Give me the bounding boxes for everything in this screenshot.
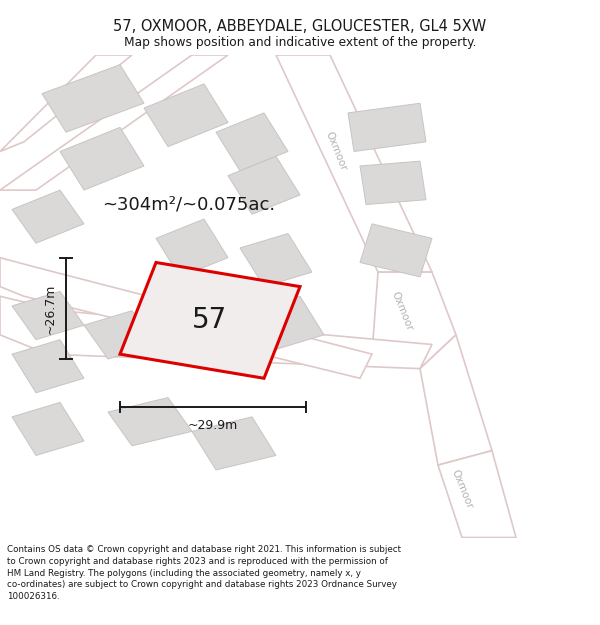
Polygon shape	[438, 451, 516, 538]
Polygon shape	[42, 64, 144, 132]
Polygon shape	[372, 272, 456, 369]
Text: 57, OXMOOR, ABBEYDALE, GLOUCESTER, GL4 5XW: 57, OXMOOR, ABBEYDALE, GLOUCESTER, GL4 5…	[113, 19, 487, 34]
Polygon shape	[168, 277, 240, 335]
Text: Oxmoor: Oxmoor	[389, 289, 415, 332]
Polygon shape	[360, 224, 432, 277]
Polygon shape	[12, 339, 84, 392]
Polygon shape	[156, 219, 228, 277]
Polygon shape	[108, 398, 192, 446]
Polygon shape	[192, 417, 276, 470]
Polygon shape	[0, 296, 432, 369]
Polygon shape	[60, 127, 144, 190]
Text: ~29.9m: ~29.9m	[188, 419, 238, 432]
Polygon shape	[0, 55, 132, 151]
Polygon shape	[360, 161, 426, 204]
Text: ~26.7m: ~26.7m	[44, 283, 57, 334]
Text: Contains OS data © Crown copyright and database right 2021. This information is : Contains OS data © Crown copyright and d…	[7, 545, 401, 601]
Polygon shape	[228, 156, 300, 214]
Polygon shape	[0, 55, 228, 190]
Polygon shape	[144, 84, 228, 147]
Polygon shape	[252, 296, 324, 349]
Polygon shape	[420, 335, 492, 465]
Polygon shape	[216, 113, 288, 171]
Text: 57: 57	[193, 306, 227, 334]
Text: Oxmoor: Oxmoor	[323, 131, 349, 173]
Polygon shape	[12, 190, 84, 243]
Polygon shape	[12, 402, 84, 456]
Polygon shape	[84, 311, 156, 359]
Text: Map shows position and indicative extent of the property.: Map shows position and indicative extent…	[124, 36, 476, 49]
Text: Oxmoor: Oxmoor	[449, 468, 475, 511]
Polygon shape	[348, 103, 426, 151]
Polygon shape	[276, 55, 432, 272]
Polygon shape	[240, 234, 312, 287]
Polygon shape	[0, 258, 372, 378]
Text: ~304m²/~0.075ac.: ~304m²/~0.075ac.	[102, 196, 275, 214]
Polygon shape	[12, 291, 84, 339]
Polygon shape	[120, 262, 300, 378]
